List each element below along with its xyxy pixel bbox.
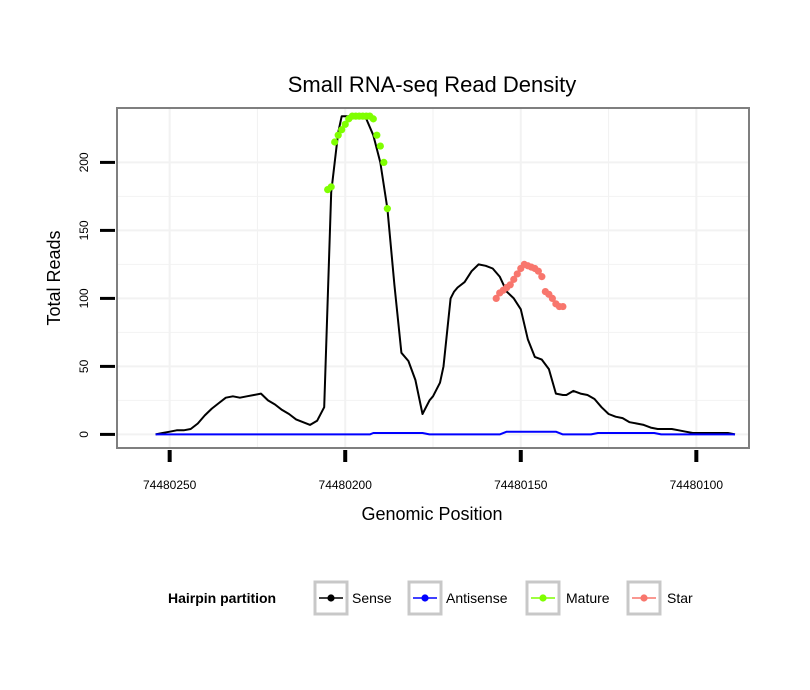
point-star <box>513 270 521 278</box>
y-tick-label: 200 <box>77 152 91 172</box>
legend-item-star: Star <box>626 580 693 616</box>
point-star <box>548 294 556 302</box>
plot-border <box>116 107 750 449</box>
axes: 74480250 74480200 74480150 74480100 0 50 100 15… <box>77 152 723 492</box>
legend-key-point <box>539 594 547 602</box>
series-line-antisense <box>155 430 735 436</box>
x-tick-label: 74480250 <box>143 478 197 492</box>
point-mature <box>334 131 342 139</box>
point-mature <box>331 138 339 146</box>
chart-title: Small RNA-seq Read Density <box>288 72 577 97</box>
point-mature <box>373 131 381 139</box>
point-star <box>559 302 567 311</box>
legend-item-mature: Mature <box>525 580 610 616</box>
y-axis-title: Total Reads <box>44 230 64 325</box>
point-mature <box>327 183 335 191</box>
point-mature <box>376 142 384 150</box>
point-mature <box>383 205 391 213</box>
legend-label: Sense <box>352 590 392 606</box>
point-mature <box>341 120 349 128</box>
legend-label: Star <box>667 590 693 606</box>
y-tick-label: 50 <box>77 359 91 373</box>
legend-title: Hairpin partition <box>168 590 276 606</box>
legend-key-point <box>327 594 335 602</box>
legend-key-point <box>640 594 648 602</box>
point-star <box>510 275 518 283</box>
x-axis-title: Genomic Position <box>361 504 502 524</box>
legend: Hairpin partition Sense Antisense Mature St… <box>168 580 693 616</box>
legend-label: Antisense <box>446 590 508 606</box>
legend-label: Mature <box>566 590 610 606</box>
point-star <box>506 281 514 289</box>
point-mature <box>380 158 388 166</box>
y-tick-label: 0 <box>77 431 91 438</box>
y-tick-label: 100 <box>77 288 91 308</box>
legend-item-sense: Sense <box>313 580 392 616</box>
point-star <box>534 267 542 275</box>
x-tick-label: 74480150 <box>494 478 548 492</box>
legend-item-antisense: Antisense <box>407 580 508 616</box>
point-star <box>492 294 500 302</box>
series-layer <box>155 112 736 436</box>
point-mature <box>369 115 377 123</box>
point-star <box>538 273 546 281</box>
plot-area <box>116 107 750 449</box>
y-tick-label: 150 <box>77 220 91 240</box>
series-line-sense <box>155 115 736 436</box>
x-tick-label: 74480100 <box>670 478 724 492</box>
x-tick-label: 74480200 <box>319 478 373 492</box>
legend-key-point <box>421 594 429 602</box>
point-mature <box>338 126 346 134</box>
